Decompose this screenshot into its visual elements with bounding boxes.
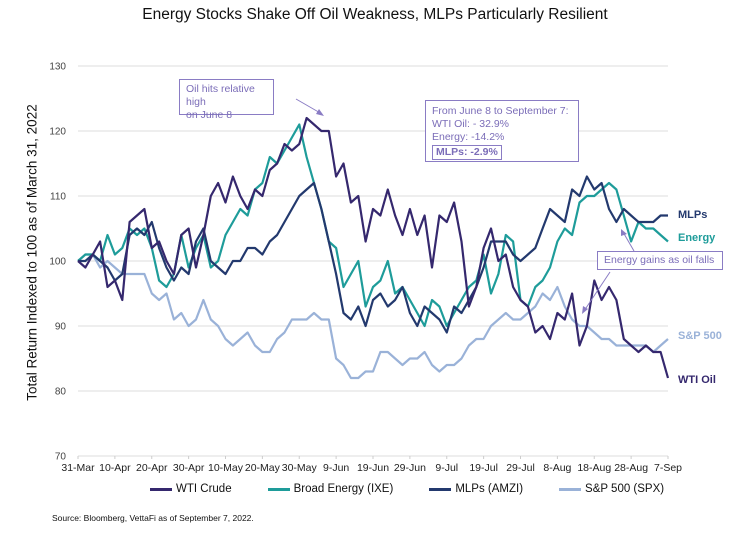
- series-line-s-p-500-spx-: [77, 253, 669, 380]
- x-tick-label: 18-Aug: [577, 462, 611, 474]
- x-tick-label: 28-Aug: [614, 462, 648, 474]
- chart-title: Energy Stocks Shake Off Oil Weakness, ML…: [142, 6, 608, 23]
- source-note: Source: Bloomberg, VettaFi as of Septemb…: [52, 513, 254, 523]
- arrow-energy-gains-down: [583, 271, 611, 312]
- legend-swatch: [267, 487, 290, 491]
- arrow-energy-gains-up: [622, 231, 635, 252]
- legend-item-sp500: S&P 500 (SPX): [559, 483, 664, 495]
- annotation-mlp-highlight: MLPs: -2.9%: [432, 145, 502, 160]
- x-tick-label: 8-Aug: [543, 462, 571, 474]
- x-tick-label: 9-Jul: [435, 462, 458, 474]
- y-tick-label: 100: [49, 257, 66, 268]
- arrowhead-oil-high: [316, 109, 324, 116]
- end-label: S&P 500: [678, 330, 722, 342]
- y-tick-label: 70: [55, 452, 67, 463]
- x-tick-label: 7-Sep: [654, 462, 682, 474]
- annotation-line: WTI Oil: - 32.9%: [432, 118, 510, 130]
- x-tick-label: 30-May: [282, 462, 318, 474]
- x-tick-label: 31-Mar: [61, 462, 95, 474]
- annotation-line: Energy gains as oil falls: [604, 254, 715, 266]
- y-tick-label: 130: [49, 62, 66, 73]
- annotation-summary: From June 8 to September 7: WTI Oil: - 3…: [425, 100, 579, 162]
- legend-label: S&P 500 (SPX): [585, 483, 665, 495]
- x-tick-label: 9-Jun: [323, 462, 349, 474]
- legend-label: Broad Energy (IXE): [293, 483, 394, 495]
- x-tick-label: 10-May: [208, 462, 244, 474]
- legend-label: WTI Crude: [176, 483, 232, 495]
- legend-item-energy: Broad Energy (IXE): [267, 483, 394, 495]
- annotation-energy-gains: Energy gains as oil falls: [597, 251, 723, 270]
- legend-swatch: [150, 487, 172, 491]
- legend-label: MLPs (AMZI): [455, 483, 524, 495]
- legend-swatch: [429, 487, 452, 491]
- legend: WTI Crude Broad Energy (IXE) MLPs (AMZI)…: [150, 483, 700, 495]
- annotation-arrows: [295, 98, 635, 314]
- x-tick-label: 20-Apr: [136, 462, 168, 474]
- x-tick-label: 29-Jun: [394, 462, 426, 474]
- end-label: MLPs: [678, 209, 707, 221]
- y-tick-label: 110: [50, 192, 66, 203]
- annotation-oil-high: Oil hits relative high on June 8: [179, 79, 274, 121]
- arrowhead-energy-gains-up: [621, 229, 627, 236]
- x-tick-label: 19-Jun: [357, 462, 389, 474]
- series-lines: [77, 116, 670, 380]
- y-tick-label: 120: [49, 127, 66, 138]
- end-label: WTI Oil: [678, 374, 716, 386]
- annotation-line: From June 8 to September 7:: [432, 105, 569, 117]
- annotation-line: Energy: -14.2%: [432, 131, 505, 143]
- annotation-line: on June 8: [186, 109, 233, 121]
- series-line-mlps-amzi-: [78, 175, 668, 334]
- y-tick-label: 80: [55, 387, 67, 398]
- x-tick-label: 30-Apr: [173, 462, 205, 474]
- x-tick-label: 10-Apr: [99, 462, 131, 474]
- end-labels: WTI Oil Energy MLPs S&P 500: [678, 209, 722, 386]
- annotation-line: Oil hits relative high: [186, 83, 255, 108]
- y-ticks: 70 80 90 100 110 120 130: [49, 62, 66, 463]
- legend-item-mlps: MLPs (AMZI): [429, 483, 523, 495]
- x-tick-label: 19-Jul: [469, 462, 498, 474]
- x-tick-label: 29-Jul: [506, 462, 535, 474]
- arrowhead-energy-gains-down: [582, 306, 588, 314]
- y-tick-label: 90: [55, 322, 67, 333]
- legend-swatch: [559, 487, 582, 491]
- x-ticks: 31-Mar 10-Apr 20-Apr 30-Apr 10-May 20-May 30-M…: [61, 456, 682, 474]
- legend-item-wti: WTI Crude: [150, 483, 232, 495]
- end-label: Energy: [678, 232, 716, 244]
- series-line-wti-crude: [77, 116, 670, 379]
- x-tick-label: 20-May: [245, 462, 281, 474]
